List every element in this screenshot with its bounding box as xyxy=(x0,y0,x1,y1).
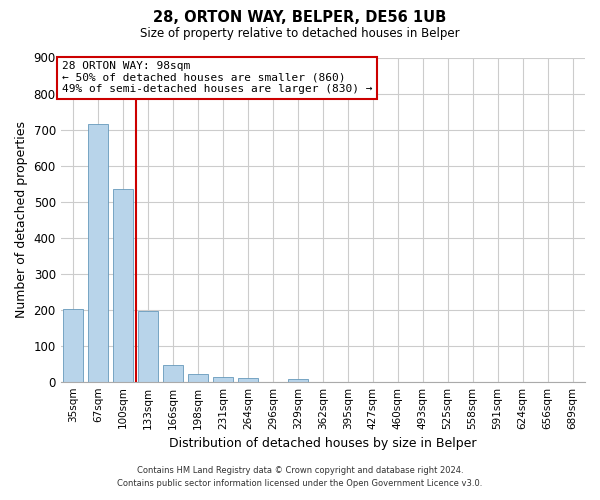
Text: 28 ORTON WAY: 98sqm
← 50% of detached houses are smaller (860)
49% of semi-detac: 28 ORTON WAY: 98sqm ← 50% of detached ho… xyxy=(62,61,373,94)
Text: 28, ORTON WAY, BELPER, DE56 1UB: 28, ORTON WAY, BELPER, DE56 1UB xyxy=(154,10,446,25)
Text: Contains HM Land Registry data © Crown copyright and database right 2024.
Contai: Contains HM Land Registry data © Crown c… xyxy=(118,466,482,487)
Bar xyxy=(163,365,183,382)
Bar xyxy=(88,124,108,382)
Y-axis label: Number of detached properties: Number of detached properties xyxy=(15,121,28,318)
Text: Size of property relative to detached houses in Belper: Size of property relative to detached ho… xyxy=(140,28,460,40)
Bar xyxy=(63,308,83,382)
Bar xyxy=(213,377,233,382)
Bar xyxy=(113,189,133,382)
Bar xyxy=(238,378,258,382)
X-axis label: Distribution of detached houses by size in Belper: Distribution of detached houses by size … xyxy=(169,437,476,450)
Bar xyxy=(188,374,208,382)
Bar xyxy=(288,379,308,382)
Bar xyxy=(138,312,158,382)
